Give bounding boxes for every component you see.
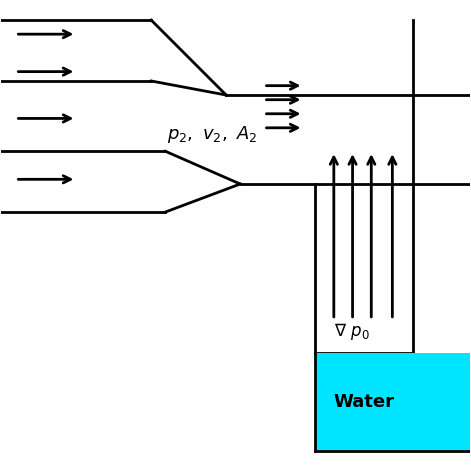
Text: $\nabla\ p_0$: $\nabla\ p_0$	[334, 321, 370, 342]
Bar	[315, 353, 470, 451]
Text: $p_2,\ v_2,\ A_2$: $p_2,\ v_2,\ A_2$	[167, 124, 257, 146]
Text: Water: Water	[334, 393, 395, 411]
